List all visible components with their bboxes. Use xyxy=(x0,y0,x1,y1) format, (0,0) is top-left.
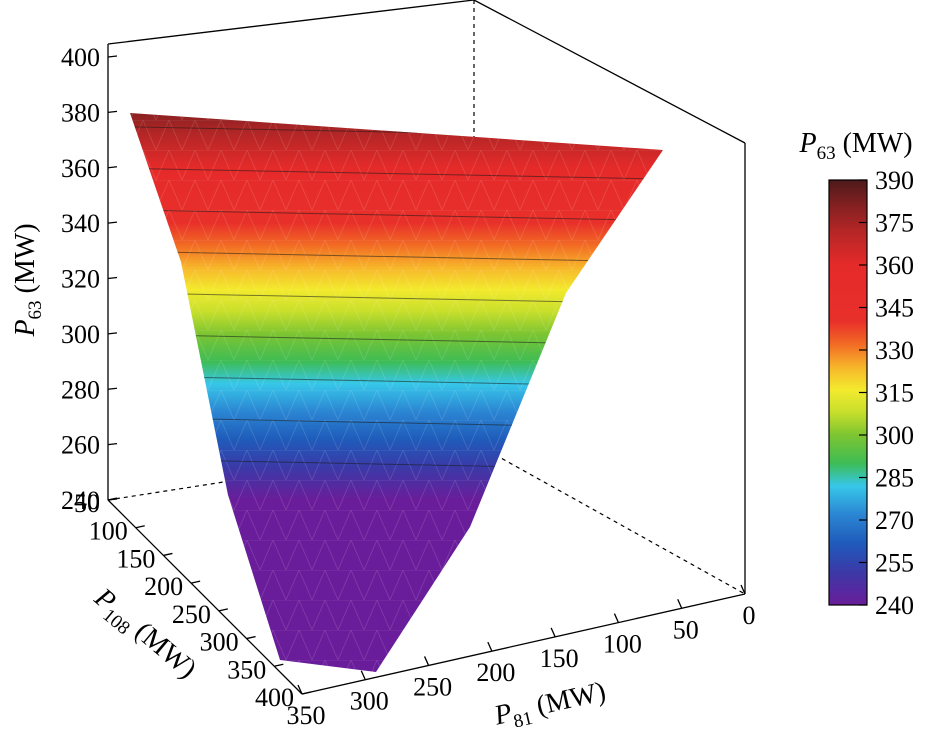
x-tick-mark xyxy=(613,613,620,623)
colorbar: P63 (MW) 390 375 360 345 330 315 300 285 270 255 2… xyxy=(798,128,914,620)
z-tick-mark xyxy=(107,276,118,280)
axis-box xyxy=(107,0,746,695)
x-tick-label: 200 xyxy=(476,658,515,687)
x-tick-label: 0 xyxy=(743,601,756,630)
contour-line xyxy=(130,167,663,181)
x-tick-label: 100 xyxy=(603,630,642,659)
y-tick-mark xyxy=(274,663,284,667)
colorbar-tick-label: 330 xyxy=(875,336,914,365)
colorbar-tick-label: 345 xyxy=(875,294,914,323)
z-tick-mark xyxy=(107,166,118,169)
contour-line xyxy=(130,208,663,222)
colorbar-tick-label: 390 xyxy=(875,166,914,195)
box-edge-top-right xyxy=(473,0,746,144)
x-tick-label: 300 xyxy=(350,687,389,716)
box-edge-right-bottom xyxy=(301,593,746,695)
colorbar-tick-label: 315 xyxy=(875,379,914,408)
z-tick-label: 320 xyxy=(61,265,100,294)
y-tick-label: 400 xyxy=(255,683,294,712)
y-tick-mark xyxy=(301,691,312,695)
colorbar-tick-label: 285 xyxy=(875,464,914,493)
y-tick-mark xyxy=(191,580,201,584)
z-tick-label: 300 xyxy=(61,320,100,349)
colorbar-tick-label: 300 xyxy=(875,421,914,450)
z-tick-mark xyxy=(107,332,118,335)
y-tick-mark xyxy=(246,635,256,640)
surface-mesh xyxy=(130,113,663,672)
box-edge-front-bottom xyxy=(107,499,303,695)
x-tick-label: 350 xyxy=(287,701,326,730)
z-tick-label: 280 xyxy=(61,375,100,404)
z-tick-label: 260 xyxy=(61,431,100,460)
z-tick-label: 240 xyxy=(61,486,100,515)
box-edge-top-back xyxy=(107,0,475,45)
x-tick-mark xyxy=(360,670,366,680)
hidden-edge-floor-right xyxy=(473,442,746,595)
x-tick-mark xyxy=(677,599,683,609)
y-tick-mark xyxy=(218,608,228,612)
y-tick-label: 250 xyxy=(172,600,211,629)
z-axis-ticks: 240 260 280 300 320 340 360 380 400 xyxy=(61,43,118,515)
z-tick-mark xyxy=(107,387,118,390)
z-tick-label: 380 xyxy=(61,98,100,127)
colorbar-tick-label: 360 xyxy=(875,251,914,280)
y-tick-label: 50 xyxy=(74,489,100,518)
y-tick-mark xyxy=(135,525,145,529)
colorbar-ticks: 390 375 360 345 330 315 300 285 270 255 240 xyxy=(859,166,914,620)
z-axis-label: P63 (MW) xyxy=(10,223,46,337)
colorbar-tick-label: 240 xyxy=(875,591,914,620)
colorbar-tick-label: 270 xyxy=(875,506,914,535)
colorbar-tick-label: 375 xyxy=(875,209,914,238)
z-tick-label: 400 xyxy=(61,43,100,72)
x-tick-mark xyxy=(297,684,303,695)
z-tick-mark xyxy=(107,221,118,224)
x-tick-mark xyxy=(423,656,430,666)
surface xyxy=(130,113,663,672)
z-tick-label: 360 xyxy=(61,154,100,183)
colorbar-label: P63 (MW) xyxy=(798,128,912,164)
y-tick-mark xyxy=(107,497,118,501)
x-tick-label: 50 xyxy=(673,615,699,644)
x-tick-label: 150 xyxy=(540,644,579,673)
x-tick-label: 250 xyxy=(413,672,452,701)
y-tick-label: 300 xyxy=(200,628,239,657)
z-tick-mark xyxy=(107,110,118,114)
x-tick-mark xyxy=(487,641,493,652)
colorbar-tick-label: 255 xyxy=(875,549,914,578)
y-tick-mark xyxy=(163,552,173,557)
x-axis-ticks: 350 300 250 200 150 100 50 0 xyxy=(287,584,756,730)
z-tick-label: 340 xyxy=(61,209,100,238)
y-tick-label: 100 xyxy=(89,517,128,546)
y-tick-label: 200 xyxy=(144,572,183,601)
y-tick-label: 350 xyxy=(227,655,266,684)
z-tick-mark xyxy=(107,442,118,446)
z-tick-mark xyxy=(107,55,118,58)
x-tick-mark xyxy=(550,627,556,638)
y-tick-label: 150 xyxy=(116,544,155,573)
x-tick-mark xyxy=(740,584,746,595)
